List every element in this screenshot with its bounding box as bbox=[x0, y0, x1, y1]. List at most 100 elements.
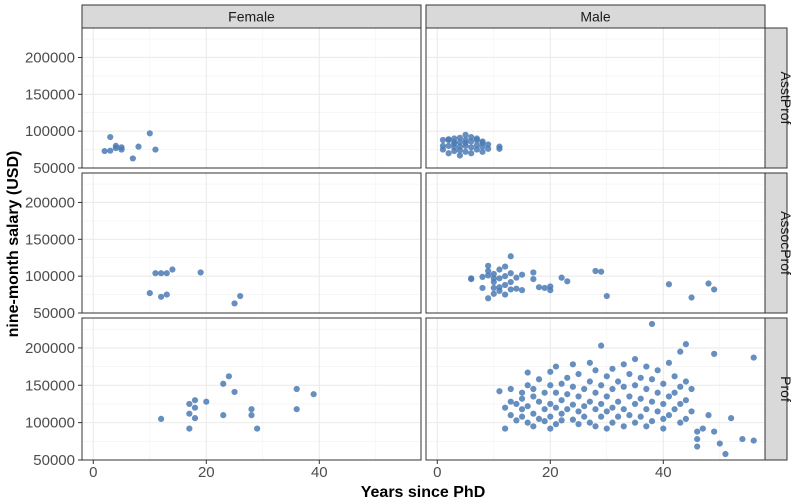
data-point bbox=[530, 410, 537, 417]
data-point bbox=[456, 152, 463, 159]
data-point bbox=[682, 341, 690, 348]
data-point bbox=[507, 253, 514, 260]
data-point bbox=[107, 147, 114, 154]
data-point bbox=[564, 406, 571, 413]
data-point bbox=[586, 378, 593, 385]
data-point bbox=[660, 380, 667, 387]
data-point bbox=[502, 273, 509, 280]
data-point bbox=[496, 266, 503, 273]
data-point bbox=[507, 385, 514, 393]
data-point bbox=[502, 263, 509, 270]
data-point bbox=[485, 267, 492, 275]
data-point bbox=[586, 398, 593, 405]
data-point bbox=[456, 139, 463, 146]
data-point bbox=[524, 403, 531, 410]
data-point bbox=[705, 412, 712, 419]
data-point bbox=[479, 148, 486, 155]
y-tick-label: 50000 bbox=[33, 305, 75, 322]
panel-AssocProf-Female bbox=[81, 172, 422, 314]
data-point bbox=[564, 278, 571, 285]
data-point bbox=[158, 293, 165, 300]
data-point bbox=[451, 140, 458, 147]
data-point bbox=[716, 440, 723, 447]
data-point bbox=[518, 271, 526, 278]
data-point bbox=[220, 412, 227, 419]
axes: 50000 100000 150000 200000 50000 100000 150000… bbox=[25, 49, 672, 481]
data-point bbox=[694, 435, 701, 443]
data-point bbox=[620, 383, 627, 390]
data-point bbox=[490, 290, 497, 297]
data-point bbox=[535, 284, 543, 291]
data-point bbox=[558, 274, 565, 281]
data-point bbox=[547, 425, 554, 432]
data-point bbox=[637, 395, 644, 402]
data-point bbox=[101, 147, 108, 155]
y-tick-label: 100000 bbox=[25, 268, 75, 285]
data-point bbox=[293, 385, 300, 393]
data-point bbox=[648, 376, 656, 383]
data-point bbox=[581, 385, 588, 393]
data-point bbox=[665, 412, 673, 419]
data-point bbox=[728, 415, 735, 422]
data-point bbox=[524, 419, 531, 426]
data-point bbox=[603, 292, 610, 300]
data-point bbox=[620, 406, 627, 413]
data-point bbox=[518, 406, 526, 413]
data-point bbox=[513, 417, 520, 424]
data-point bbox=[694, 443, 701, 450]
data-point bbox=[569, 416, 577, 423]
panel-AsstProf-Female bbox=[81, 27, 422, 169]
data-point bbox=[631, 419, 639, 426]
x-tick-label: 40 bbox=[655, 464, 672, 481]
data-point bbox=[626, 412, 633, 419]
data-point bbox=[648, 320, 656, 328]
data-point bbox=[485, 141, 492, 148]
data-point bbox=[191, 415, 199, 422]
data-point bbox=[129, 155, 136, 162]
data-point bbox=[552, 363, 560, 370]
data-point bbox=[671, 373, 678, 380]
data-point bbox=[158, 415, 165, 422]
facet-strip-label: Male bbox=[580, 9, 611, 25]
data-point bbox=[631, 382, 639, 389]
data-point bbox=[191, 404, 199, 411]
data-point bbox=[626, 370, 633, 378]
facet-panels bbox=[81, 27, 766, 461]
data-point bbox=[513, 274, 520, 281]
data-point bbox=[581, 413, 588, 420]
facet-strip-label: Prof bbox=[778, 376, 792, 402]
data-point bbox=[203, 398, 210, 405]
data-point bbox=[615, 378, 622, 385]
data-point bbox=[592, 423, 599, 430]
y-tick-label: 100000 bbox=[25, 415, 75, 432]
data-point bbox=[682, 397, 690, 404]
data-point bbox=[552, 421, 560, 428]
data-point bbox=[485, 145, 492, 152]
data-point bbox=[609, 419, 616, 426]
data-point bbox=[631, 400, 639, 408]
data-point bbox=[530, 269, 537, 276]
data-point bbox=[535, 376, 543, 383]
data-point bbox=[615, 413, 622, 420]
data-point bbox=[530, 423, 537, 430]
data-point bbox=[643, 406, 650, 413]
x-axis-title: Years since PhD bbox=[361, 484, 486, 501]
panel-Prof-Male bbox=[425, 317, 766, 461]
data-point bbox=[575, 408, 582, 415]
data-point bbox=[643, 423, 650, 430]
data-point bbox=[564, 374, 571, 381]
y-tick-label: 150000 bbox=[25, 86, 75, 103]
facet-strip-label: Female bbox=[228, 9, 275, 25]
data-point bbox=[648, 398, 656, 405]
data-point bbox=[473, 142, 480, 149]
data-point bbox=[552, 389, 560, 396]
data-point bbox=[677, 400, 684, 408]
facet-strip-label: AssocProf bbox=[778, 211, 792, 275]
data-point bbox=[468, 275, 475, 282]
data-point bbox=[186, 425, 193, 432]
data-point bbox=[158, 270, 165, 277]
data-point bbox=[496, 145, 503, 152]
data-point bbox=[118, 144, 125, 151]
data-point bbox=[248, 412, 255, 419]
data-point bbox=[524, 369, 531, 376]
